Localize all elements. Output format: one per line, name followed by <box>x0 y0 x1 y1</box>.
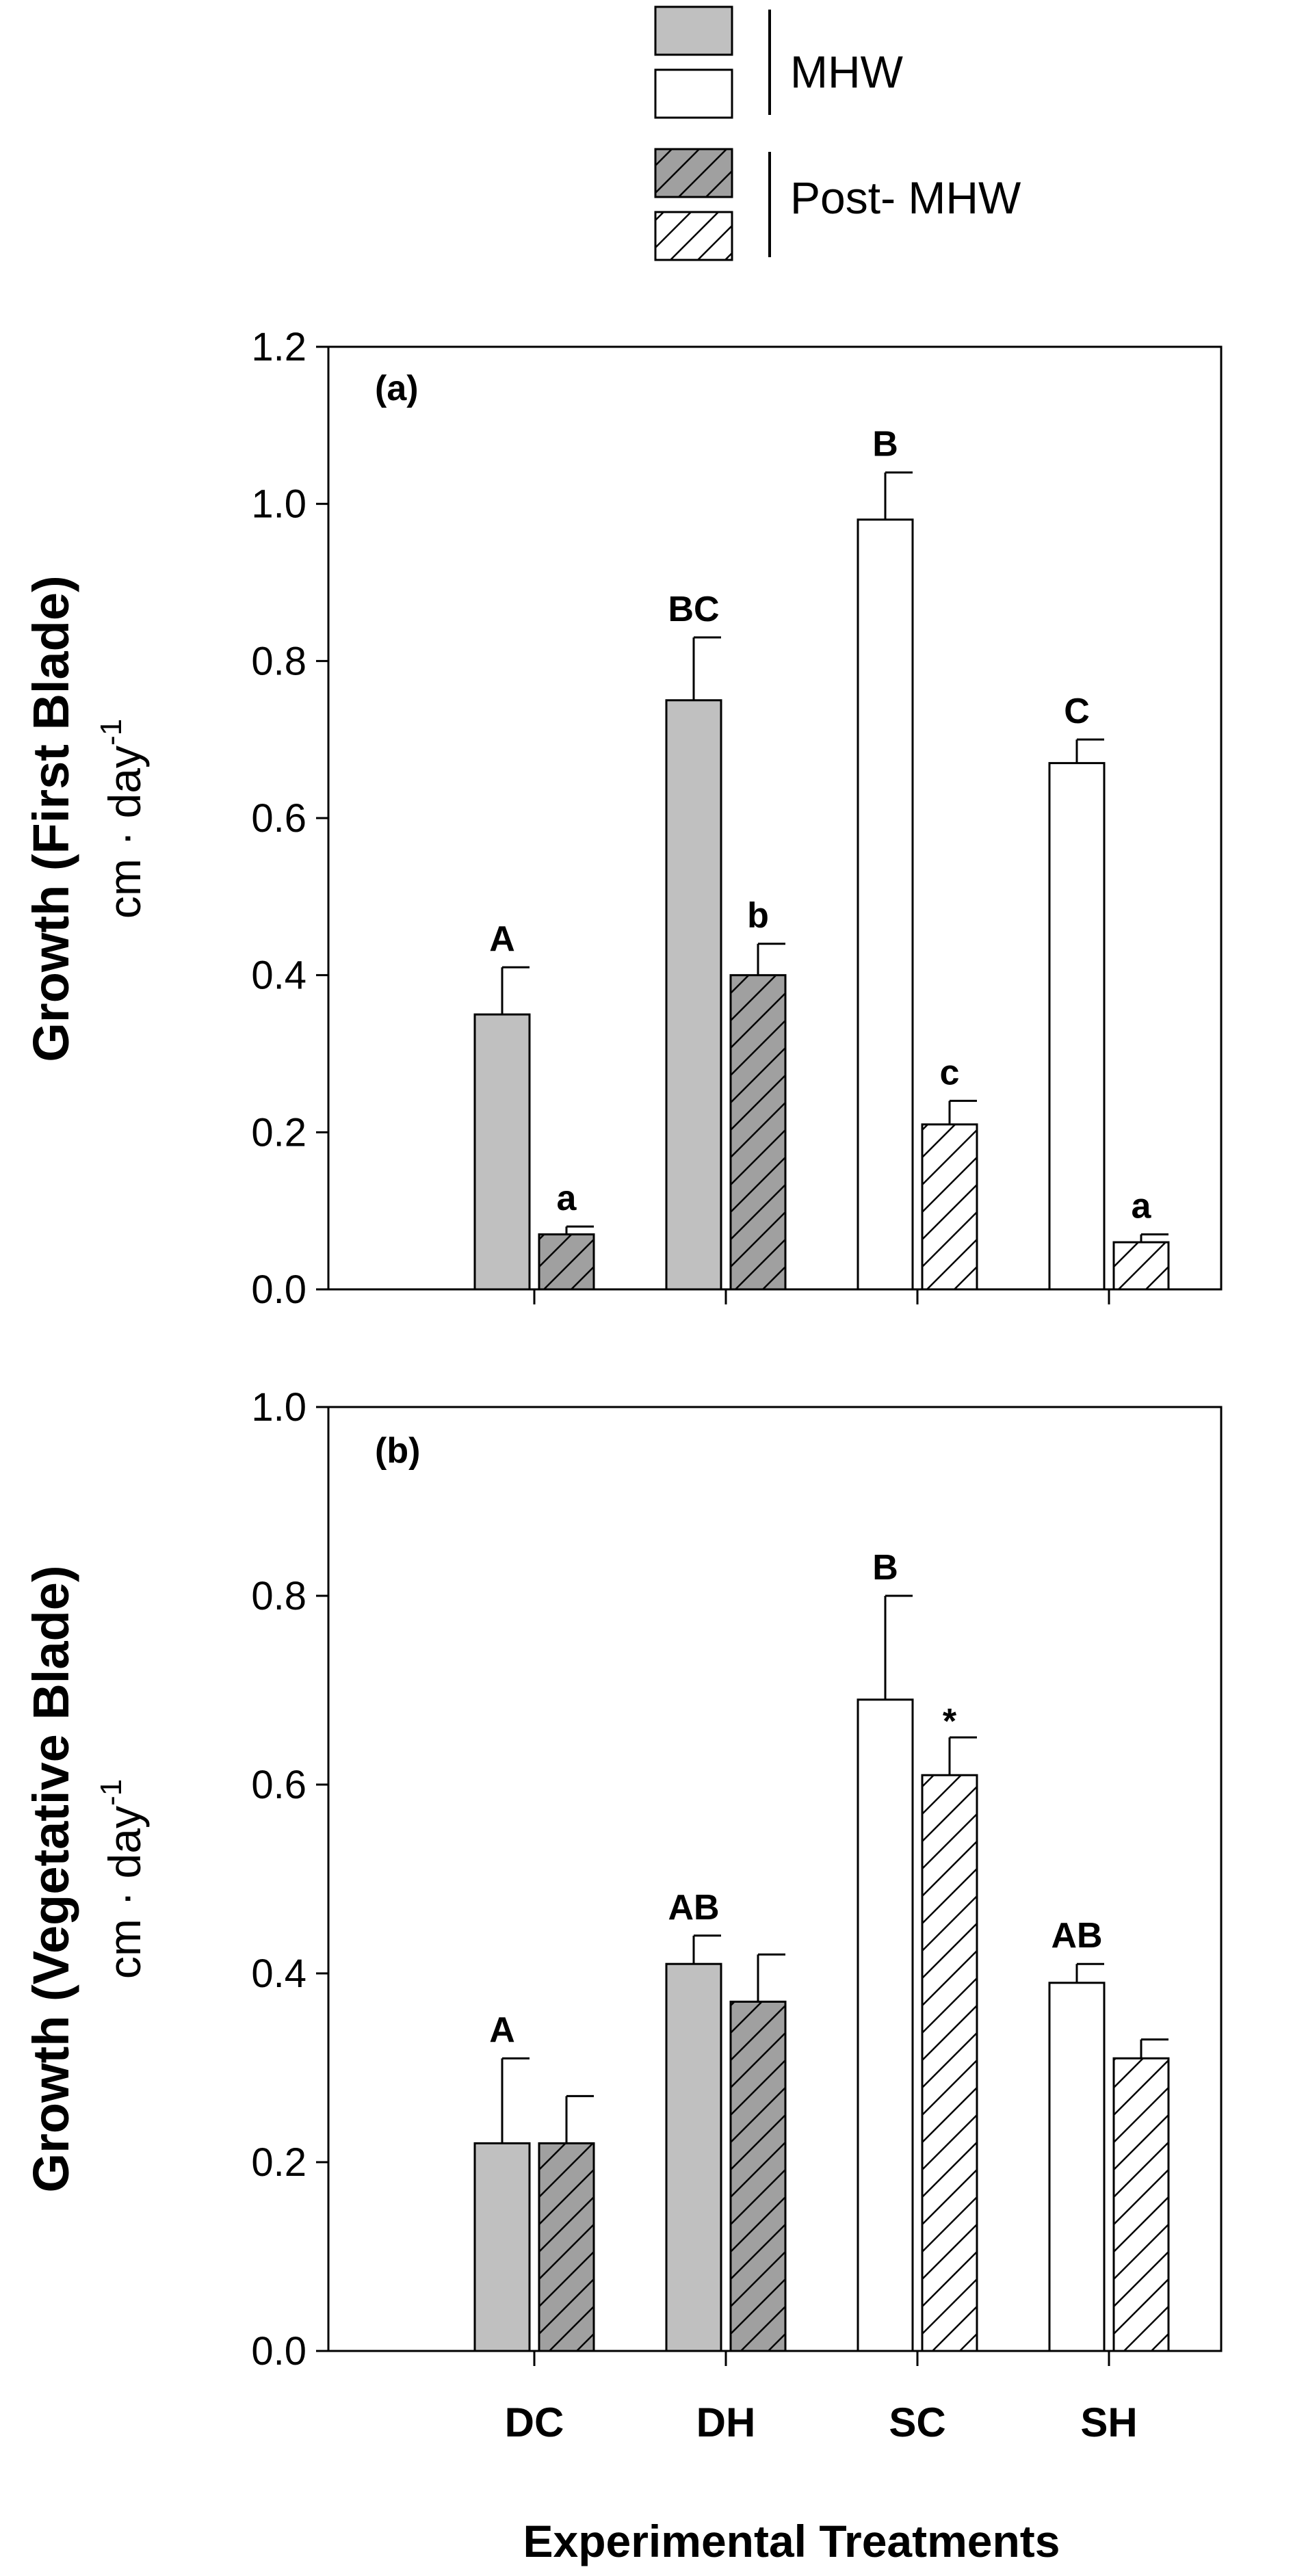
bar-a-sc-mhw <box>857 518 914 1291</box>
bar-a-sh-mhw <box>1048 762 1106 1291</box>
y-tick-label-a: 0.4 <box>251 954 306 998</box>
significance-letter-b: B <box>872 1548 898 1588</box>
panel-label-b: (b) <box>375 1431 420 1471</box>
significance-letter-b: AB <box>668 1888 719 1928</box>
legend-label-mhw: MHW <box>790 47 904 97</box>
legend-swatch-mhw-white <box>654 68 733 119</box>
x-category-label: SH <box>1080 2400 1137 2445</box>
x-category-labels: DC DH SC SH <box>505 2400 1138 2445</box>
significance-letter-a: a <box>1132 1187 1152 1226</box>
legend: MHW Post- MHW <box>654 5 1021 261</box>
bar-b-sc-mhw <box>857 1698 914 2352</box>
bar-b-sh-post <box>1112 2057 1170 2352</box>
bar-b-dh-mhw <box>665 1962 722 2352</box>
legend-swatch-post-white <box>654 211 733 261</box>
y-axis-title-a: Growth (First Blade) <box>23 575 79 1062</box>
x-axis-title: Experimental Treatments <box>523 2516 1060 2566</box>
panel-label-a: (a) <box>375 369 419 408</box>
bars-b: A AB B AB * <box>473 1548 1170 2352</box>
bar-a-sh-post <box>1112 1241 1170 1291</box>
significance-letter-b: A <box>489 2010 515 2050</box>
bar-b-sc-post <box>921 1774 978 2352</box>
significance-letter-a: A <box>489 919 515 959</box>
bar-a-sc-post <box>921 1123 978 1291</box>
y-tick-label-a: 0.2 <box>251 1110 306 1155</box>
y-tick-label-b: 0.0 <box>251 2329 306 2374</box>
significance-letter-a: a <box>557 1179 577 1218</box>
y-tick-label-b: 1.0 <box>251 1385 306 1430</box>
bar-a-dc-mhw <box>473 1013 531 1291</box>
significance-letter-a: BC <box>668 590 719 629</box>
bar-a-dc-post <box>538 1233 595 1291</box>
y-tick-label-b: 0.4 <box>251 1951 306 1996</box>
bar-b-dc-post <box>538 2142 595 2352</box>
legend-label-post: Post- MHW <box>790 172 1021 223</box>
y-axis-title-b: Growth (Vegetative Blade) <box>23 1566 79 2193</box>
bar-b-dc-mhw <box>473 2142 531 2352</box>
panel-b: 0.0 0.2 0.4 0.6 0.8 1.0 A AB B AB * (b) Growth (V… <box>23 1385 1223 2374</box>
x-category-label: SC <box>889 2400 945 2445</box>
y-tick-label-b: 0.6 <box>251 1763 306 1807</box>
significance-letter-a: c <box>940 1053 960 1092</box>
y-tick-label-b: 0.8 <box>251 1574 306 1618</box>
bar-a-dh-mhw <box>665 699 722 1291</box>
y-tick-label-a: 0.0 <box>251 1267 306 1312</box>
y-axis-a: 0.0 0.2 0.4 0.6 0.8 1.0 1.2 <box>251 325 1110 1312</box>
significance-letter-b: * <box>943 1702 957 1742</box>
bar-b-sh-mhw <box>1048 1982 1106 2352</box>
bar-a-dh-post <box>729 974 787 1291</box>
y-tick-label-a: 1.0 <box>251 482 306 527</box>
legend-swatch-mhw-gray <box>654 5 733 56</box>
y-tick-label-a: 1.2 <box>251 325 306 369</box>
y-axis-unit-b: cm · day-1 <box>94 1779 150 1979</box>
x-category-label: DC <box>505 2400 564 2445</box>
significance-letter-a: B <box>872 425 898 464</box>
legend-swatch-post-gray <box>654 148 733 198</box>
y-axis-unit-a: cm · day-1 <box>94 719 150 919</box>
y-tick-label-b: 0.2 <box>251 2140 306 2185</box>
significance-letter-b: AB <box>1051 1916 1102 1956</box>
y-tick-label-a: 0.8 <box>251 639 306 683</box>
y-axis-b: 0.0 0.2 0.4 0.6 0.8 1.0 <box>251 1385 1110 2374</box>
x-category-label: DH <box>696 2400 756 2445</box>
y-tick-label-a: 0.6 <box>251 796 306 841</box>
significance-letter-a: b <box>747 896 769 936</box>
bar-b-dh-post <box>729 2000 787 2352</box>
significance-letter-a: C <box>1064 692 1090 731</box>
